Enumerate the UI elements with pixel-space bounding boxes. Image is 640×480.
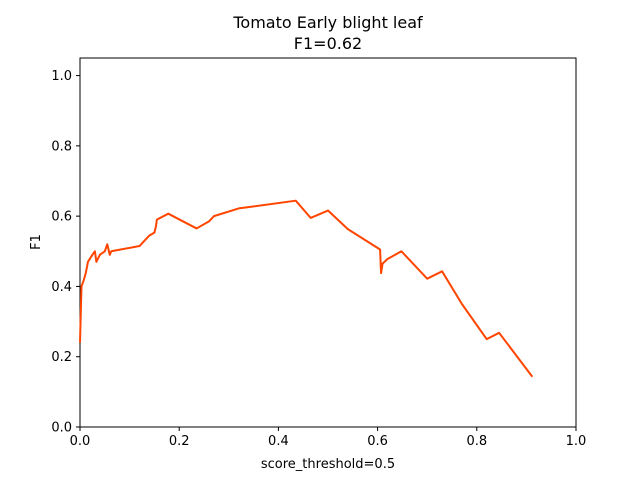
x-tick-label: 0.8 [466, 434, 487, 449]
y-tick-label: 0.0 [51, 421, 72, 436]
y-tick-label: 0.2 [51, 350, 72, 365]
y-tick-label: 0.8 [51, 139, 72, 154]
axes-frame [79, 57, 577, 428]
y-tick-label: 1.0 [51, 69, 72, 84]
x-axis: 0.0 0.2 0.4 0.6 0.8 1.0 [70, 427, 587, 449]
y-axis-label: F1 [29, 234, 44, 250]
y-tick-label: 0.6 [51, 210, 72, 225]
x-tick-label: 0.0 [70, 434, 91, 449]
chart-subtitle: F1=0.62 [294, 34, 362, 53]
f1-series-line [79, 199, 534, 378]
x-axis-label: score_threshold=0.5 [261, 457, 395, 472]
x-tick-label: 1.0 [566, 434, 587, 449]
x-tick-label: 0.4 [268, 434, 289, 449]
plot-area: 0.0 0.2 0.4 0.6 0.8 1.0 0.0 0.2 0.4 0.6 0.8 1.0 [51, 57, 587, 449]
chart-title: Tomato Early blight leaf [232, 13, 423, 32]
y-tick-label: 0.4 [51, 280, 72, 295]
x-tick-label: 0.2 [169, 434, 190, 449]
x-tick-label: 0.6 [367, 434, 388, 449]
y-axis: 0.0 0.2 0.4 0.6 0.8 1.0 [51, 69, 80, 436]
